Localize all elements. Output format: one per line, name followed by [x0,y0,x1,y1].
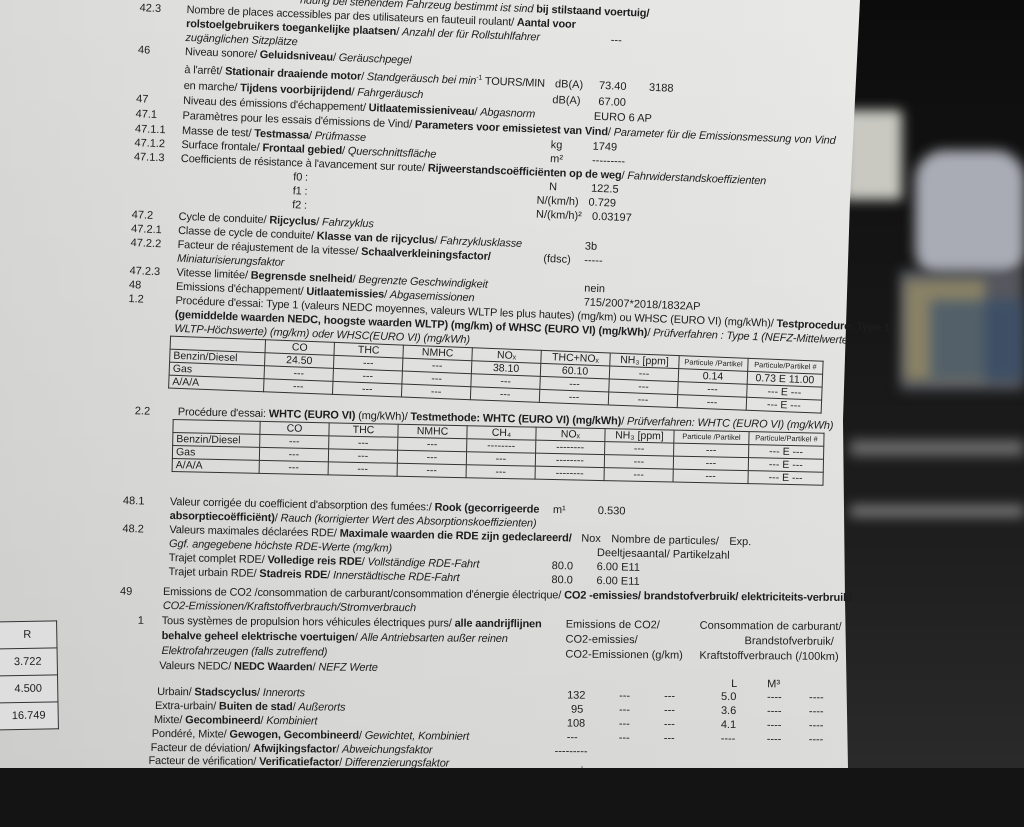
field-value: CO2-emissies/ [565,633,638,647]
label-segment: Mixte/ [153,713,186,727]
field-value: Emissions de CO2/ [565,618,660,632]
field-value: ---- [808,705,824,718]
field-value: --- [566,731,578,744]
field-value: ---- [808,733,824,746]
label-segment: Urbain/ [157,685,195,699]
label-segment: Gewogen, Gecombineerd [229,728,359,742]
label-segment: Alle Antriebsarten außer reinen [360,631,508,646]
label-segment: Abweichungsfaktor [342,743,433,757]
field-value: --- [618,718,630,731]
field-value: --- [663,718,675,731]
background-object [850,505,1024,517]
label-segment: Facteur de vérification/ [148,754,260,768]
field-value: ---- [809,691,824,704]
label-segment: Emissions de CO2 /consommation de carbur… [162,586,565,602]
field-value: ---- [767,691,782,704]
field-value: ---- [808,719,824,732]
field-value: M³ [767,678,781,691]
label-segment: Facteur de déviation/ [150,741,254,755]
field-value: 5.0 [721,690,737,704]
field-value: --- [618,704,631,717]
field-value: Kraftstoffverbrauch (/100km) [699,649,839,663]
field-value: --- [618,732,630,745]
field-value: L [731,677,738,691]
field-value: ---- [766,705,782,718]
item-number: 1 [137,614,144,627]
field-value: ---- [766,719,782,732]
field-value: --- [664,690,676,703]
field-label: Tous systèmes de propulsion hors véhicul… [162,615,542,631]
label-segment: Buiten de stad [218,700,293,714]
field-value: ---- [766,733,782,746]
label-segment: CO2 -emissies/ brandstofverbruik/ elektr… [564,589,852,605]
label-segment: Verificatiefactor [259,755,340,769]
background-object [850,440,1024,456]
field-value: CO2-Emissionen (g/km) [565,648,683,662]
field-value: 95 [570,703,584,716]
field-label: Pondéré, Mixte/ Gewogen, Gecombineerd/ G… [152,728,470,744]
document-bottom-section: 49 Emissions de CO2 /consommation de carb… [119,585,852,771]
label-segment: Afwijkingsfactor [253,742,337,756]
label-segment: CO2-Emissionen/Kraftstoffverbrauch/Strom… [162,600,416,615]
label-segment: Gewichtet, Kombiniert [364,729,470,743]
item-number: 49 [119,585,133,598]
field-label: Urbain/ Stadscyclus/ Innerorts [157,686,305,700]
field-value: ---- [720,732,736,746]
field-value: 108 [566,717,586,730]
label-segment: Gecombineerd [185,714,261,727]
label-segment: Außerorts [298,701,346,714]
field-value: Brandstofverbruik/ [744,635,834,648]
field-value: 3.6 [720,704,737,718]
field-label: Facteur de vérification/ Verificatiefact… [148,755,449,771]
field-value: 4.1 [720,718,737,732]
label-segment: Valeurs NEDC/ [159,659,235,673]
page-shading [0,0,860,768]
field-value: . [580,758,584,771]
background-object [930,300,1024,380]
field-label: CO2-Emissionen/Kraftstoffverbrauch/Strom… [163,600,416,615]
field-value: Consommation de carburant/ [699,619,842,633]
field-value: 132 [567,689,586,702]
label-segment: Tous systèmes de propulsion hors véhicul… [161,615,455,630]
label-segment: alle aandrijflijnen [454,617,542,631]
field-label: Mixte/ Gecombineerd/ Kombiniert [154,714,318,728]
field-value: --- [663,704,676,717]
field-label: Elektrofahrzeugen (falls zutreffend) [161,645,327,659]
field-value: --- [663,732,675,745]
label-segment: Innerorts [262,686,305,700]
background-object [915,150,1024,280]
field-label: Extra-urbain/ Buiten de stad/ Außerorts [155,700,345,715]
field-value: --- [619,690,631,703]
label-segment: Elektrofahrzeugen (falls zutreffend) [161,645,328,659]
label-segment: NEFZ Werte [318,661,378,674]
label-segment: Extra-urbain/ [154,699,219,713]
label-segment: Pondéré, Mixte/ [151,727,230,741]
field-label: Valeurs NEDC/ NEDC Waarden/ NEFZ Werte [159,660,378,675]
label-segment: behalve geheel elektrische voertuigen [161,630,355,644]
field-value: --------- [554,745,588,758]
label-segment: NEDC Waarden [234,660,313,674]
label-segment: Stadscyclus [194,686,258,699]
label-segment: Kombiniert [266,714,318,728]
field-label: behalve geheel elektrische voertuigen/ A… [162,630,508,646]
document-page [0,0,860,768]
